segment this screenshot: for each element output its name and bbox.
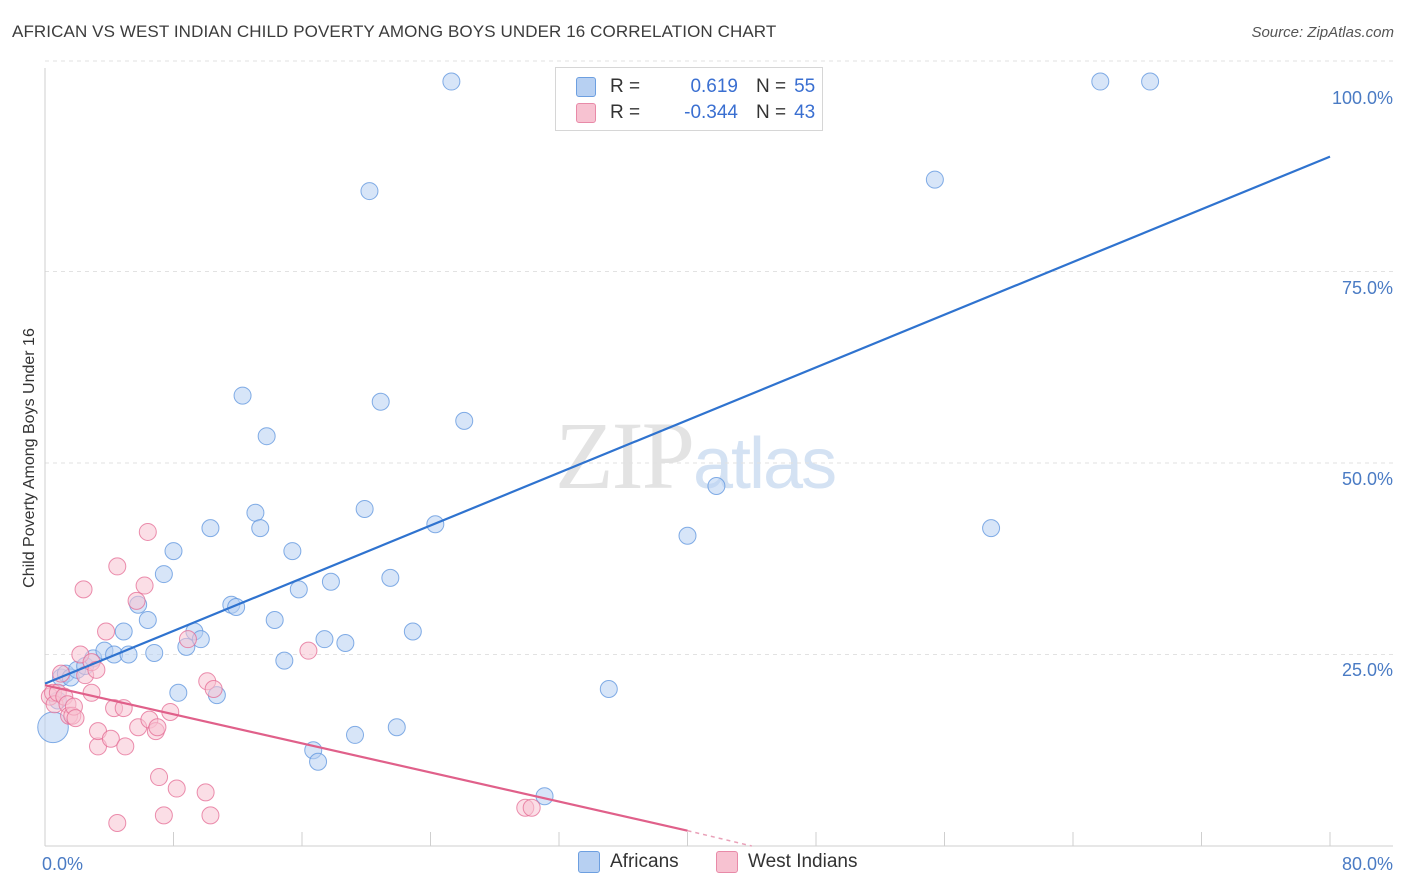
data-point [74,580,93,599]
data-point [154,565,173,584]
series-legend: Africans West Indians [0,851,1406,877]
data-point [164,542,183,561]
data-point [371,392,390,411]
data-point [97,622,116,641]
series-swatch-africans [578,851,600,873]
x-tick-label: 80.0% [1342,854,1393,874]
data-point [315,630,334,649]
legend-r-label: R = [610,76,641,97]
data-point [599,679,618,698]
data-point [1091,72,1110,91]
data-point [257,427,276,446]
y-tick-label: 50.0% [1342,469,1393,489]
data-point [381,568,400,587]
legend-row-africans: R = 0.619 N = 55 [576,74,815,100]
legend-r-label: R = [610,102,641,123]
legend-n-label: N = [756,76,787,97]
y-tick-label: 25.0% [1342,660,1393,680]
trend-line-extension [687,829,752,847]
y-axis-label: Child Poverty Among Boys Under 16 [21,328,38,588]
data-point [387,718,406,737]
data-point [154,806,173,825]
data-point [66,709,85,728]
data-point [145,643,164,662]
data-point [275,651,294,670]
data-point [455,411,474,430]
legend-swatch-africans [576,77,596,97]
axes [44,68,1393,847]
data-point [114,622,133,641]
data-point [522,798,541,817]
grid-lines [45,60,1393,655]
data-point [309,752,328,771]
data-point [403,622,422,641]
data-point [321,572,340,591]
series-africans [37,72,1160,806]
series-west-indians [40,522,541,833]
trend-line-west-indians [44,684,688,832]
data-point [299,641,318,660]
data-point [201,519,220,538]
data-point [196,783,215,802]
axis-labels: Child Poverty Among Boys Under 16 100.0% 7… [21,88,1393,874]
data-point [108,814,127,833]
data-point [201,806,220,825]
series-swatch-west-indians [716,851,738,873]
data-point [135,576,154,595]
data-point [178,630,197,649]
data-point [1141,72,1160,91]
legend-r-value: -0.344 [684,102,738,123]
legend-row-west-indians: R = -0.344 N = 43 [576,100,815,126]
legend-n-label: N = [756,102,787,123]
data-point [925,170,944,189]
data-point [707,476,726,495]
data-point [101,729,120,748]
data-point [265,611,284,630]
data-point [82,683,101,702]
data-points [37,72,1160,833]
data-point [289,580,308,599]
data-point [150,768,169,787]
legend-r-value: 0.619 [690,76,738,97]
chart-title: AFRICAN VS WEST INDIAN CHILD POVERTY AMO… [12,22,777,41]
data-point [116,737,135,756]
data-point [246,503,265,522]
data-point [233,386,252,405]
data-point [138,611,157,630]
data-point [167,779,186,798]
data-point [442,72,461,91]
data-point [336,634,355,653]
data-point [127,591,146,610]
series-label-africans: Africans [610,851,679,872]
legend-swatch-west-indians [576,103,596,123]
data-point [251,519,270,538]
trend-line-africans [44,155,1331,685]
data-point [148,718,167,737]
series-label-west-indians: West Indians [748,851,858,872]
data-point [138,522,157,541]
series-legend-west-indians: West Indians [716,851,857,873]
trend-lines [44,155,1331,847]
data-point [108,557,127,576]
chart-source: Source: ZipAtlas.com [1251,24,1394,41]
data-point [346,725,365,744]
data-point [283,542,302,561]
x-tick-label: 0.0% [42,854,83,874]
y-tick-label: 100.0% [1332,88,1393,108]
series-legend-africans: Africans [578,851,679,873]
data-point [982,519,1001,538]
data-point [87,660,106,679]
data-point [204,679,223,698]
legend-n-value: 43 [794,102,816,123]
correlation-legend: R = 0.619 N = 55 R = -0.344 N = 43 [555,67,823,131]
y-tick-label: 75.0% [1342,278,1393,298]
data-point [360,182,379,201]
legend-n-value: 55 [794,76,816,97]
data-point [169,683,188,702]
data-point [355,499,374,518]
data-point [678,526,697,545]
